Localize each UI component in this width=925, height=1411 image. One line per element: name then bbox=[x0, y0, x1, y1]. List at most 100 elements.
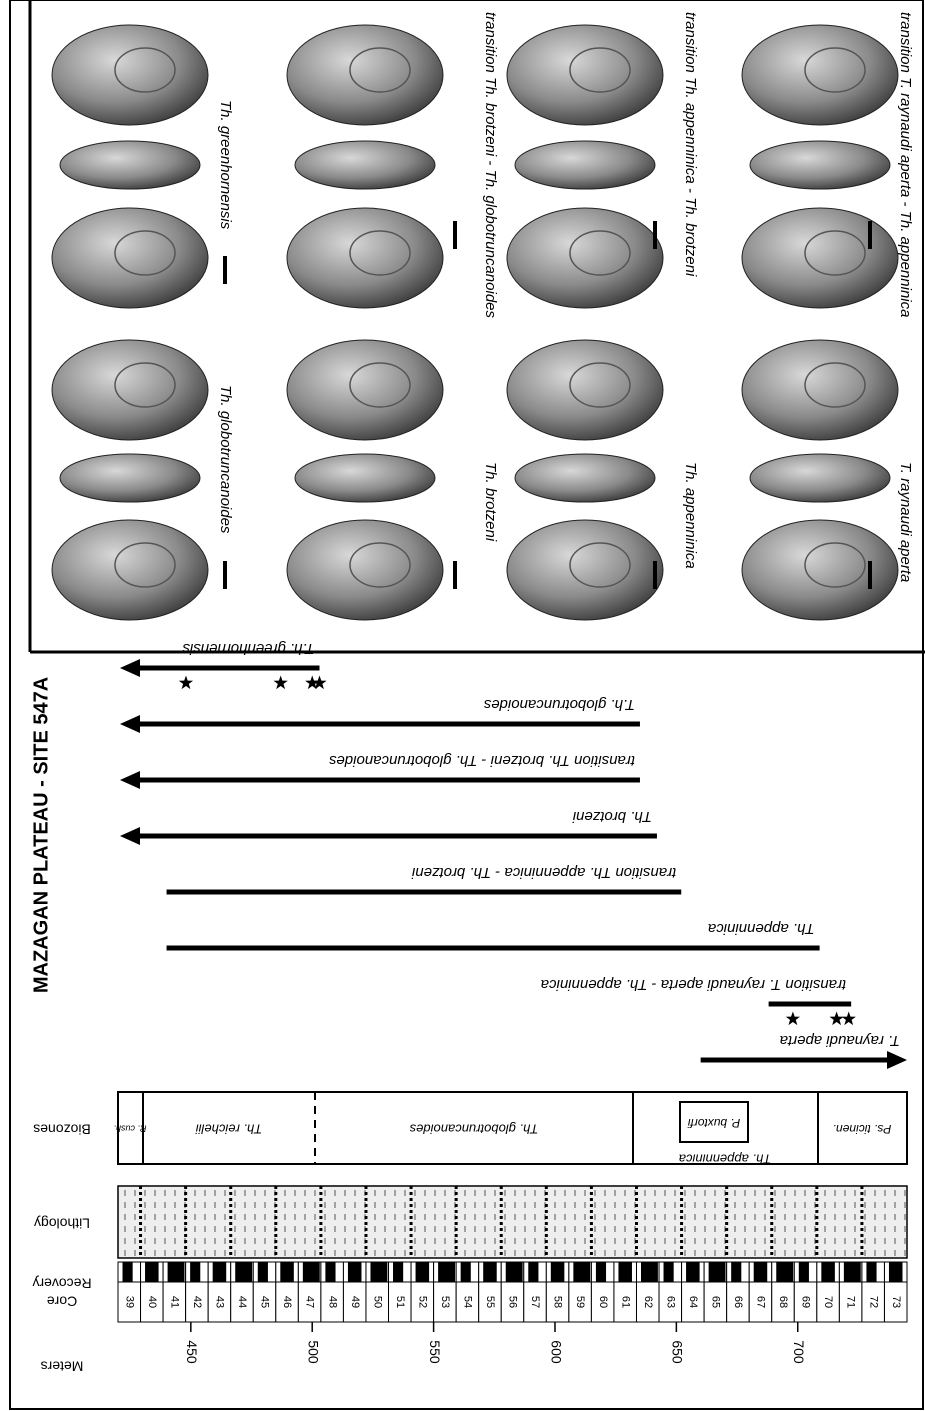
recovery-fill bbox=[731, 1262, 741, 1282]
recovery-fill bbox=[325, 1262, 335, 1282]
recovery-fill bbox=[416, 1262, 430, 1282]
core-number: 41 bbox=[168, 1296, 180, 1308]
core-number: 63 bbox=[664, 1296, 676, 1308]
specimen-image bbox=[60, 454, 200, 502]
recovery-fill bbox=[393, 1262, 403, 1282]
specimen-image bbox=[287, 520, 443, 620]
core-number: 67 bbox=[755, 1296, 767, 1308]
core-number: 43 bbox=[214, 1296, 226, 1308]
depth-tick-label: 550 bbox=[427, 1340, 443, 1364]
core-number: 68 bbox=[777, 1296, 789, 1308]
core-number: 66 bbox=[732, 1296, 744, 1308]
biozone-label: Th. reichelii bbox=[195, 1122, 263, 1137]
specimen-image bbox=[515, 454, 655, 502]
core-number: 40 bbox=[146, 1296, 158, 1308]
depth-tick-label: 600 bbox=[548, 1340, 564, 1364]
plate-label: transition T. raynaudi aperta - Th. appe… bbox=[897, 12, 914, 317]
depth-tick-label: 450 bbox=[184, 1340, 200, 1364]
plate-label: Th. globotruncanoides bbox=[217, 385, 234, 534]
core-number: 64 bbox=[687, 1296, 699, 1308]
range-label: transition T. raynaudi aperta - Th. appe… bbox=[541, 976, 846, 993]
page: MAZAGAN PLATEAU - SITE 547A MetersCoreRe… bbox=[0, 0, 925, 1411]
recovery-fill bbox=[664, 1262, 674, 1282]
recovery-fill bbox=[213, 1262, 227, 1282]
core-number: 47 bbox=[304, 1296, 316, 1308]
plate-label: Th. greenhornensis bbox=[217, 100, 234, 230]
depth-label: Meters bbox=[41, 1358, 84, 1374]
range-label: Th. appenninica bbox=[708, 920, 815, 937]
core-header: Core bbox=[47, 1293, 78, 1309]
core-number: 49 bbox=[349, 1296, 361, 1308]
recovery-fill bbox=[235, 1262, 252, 1282]
recovery-fill bbox=[686, 1262, 700, 1282]
specimen-image bbox=[52, 208, 208, 308]
occurrence-star bbox=[786, 1012, 800, 1026]
recovery-fill bbox=[596, 1262, 606, 1282]
specimen-image bbox=[295, 141, 435, 189]
recovery-fill bbox=[776, 1262, 793, 1282]
title: MAZAGAN PLATEAU - SITE 547A bbox=[30, 677, 52, 993]
plate-label: transition Th. appenninica - Th. brotzen… bbox=[682, 12, 699, 277]
core-number: 39 bbox=[123, 1296, 135, 1308]
range-label: T. raynaudi aperta bbox=[780, 1032, 900, 1049]
biozone-label: Ps. ticinen. bbox=[833, 1122, 892, 1136]
core-number: 55 bbox=[484, 1296, 496, 1308]
recovery-fill bbox=[303, 1262, 320, 1282]
core-number: 69 bbox=[800, 1296, 812, 1308]
specimen-image bbox=[742, 208, 898, 308]
range-arrow bbox=[120, 827, 140, 845]
occurrence-star bbox=[179, 676, 193, 690]
recovery-fill bbox=[438, 1262, 455, 1282]
core-number: 45 bbox=[259, 1296, 271, 1308]
lithology-column bbox=[118, 1186, 907, 1258]
specimen-image bbox=[750, 454, 890, 502]
core-number: 54 bbox=[462, 1296, 474, 1308]
range-label: transition Th. appenninica - Th. brotzen… bbox=[411, 864, 676, 881]
recovery-fill bbox=[641, 1262, 658, 1282]
recovery-fill bbox=[618, 1262, 632, 1282]
recovery-fill bbox=[168, 1262, 185, 1282]
range-label: T.h. greenhornensis bbox=[182, 640, 315, 657]
range-arrow bbox=[120, 771, 140, 789]
specimen-image bbox=[60, 141, 200, 189]
specimen-image bbox=[507, 25, 663, 125]
recovery-fill bbox=[123, 1262, 133, 1282]
specimen-image bbox=[295, 454, 435, 502]
specimen-image bbox=[52, 340, 208, 440]
biozone-label: R. cush. bbox=[113, 1124, 146, 1134]
core-number: 51 bbox=[394, 1296, 406, 1308]
recovery-fill bbox=[506, 1262, 523, 1282]
core-number: 61 bbox=[619, 1296, 631, 1308]
specimen-image bbox=[52, 25, 208, 125]
recovery-fill bbox=[821, 1262, 835, 1282]
core-number: 53 bbox=[439, 1296, 451, 1308]
recovery-fill bbox=[190, 1262, 200, 1282]
recovery-fill bbox=[258, 1262, 268, 1282]
plate-label: Th. appenninica bbox=[682, 462, 699, 569]
specimen-image bbox=[507, 340, 663, 440]
core-number: 73 bbox=[890, 1296, 902, 1308]
core-number: 70 bbox=[822, 1296, 834, 1308]
recovery-fill bbox=[483, 1262, 497, 1282]
core-number: 46 bbox=[281, 1296, 293, 1308]
core-number: 65 bbox=[709, 1296, 721, 1308]
core-number: 59 bbox=[574, 1296, 586, 1308]
recovery-fill bbox=[551, 1262, 565, 1282]
core-number: 71 bbox=[845, 1296, 857, 1308]
core-number: 52 bbox=[416, 1296, 428, 1308]
recovery-fill bbox=[799, 1262, 809, 1282]
core-number: 58 bbox=[552, 1296, 564, 1308]
specimen-image bbox=[507, 208, 663, 308]
specimen-image bbox=[287, 25, 443, 125]
range-arrow bbox=[120, 659, 140, 677]
occurrence-star bbox=[830, 1012, 844, 1026]
recovery-fill bbox=[145, 1262, 159, 1282]
core-number: 50 bbox=[371, 1296, 383, 1308]
depth-tick-label: 700 bbox=[791, 1340, 807, 1364]
recovery-fill bbox=[754, 1262, 768, 1282]
core-number: 44 bbox=[236, 1296, 248, 1308]
recovery-fill bbox=[889, 1262, 903, 1282]
biozone-label: P. buxtorfi bbox=[687, 1116, 740, 1130]
core-number: 57 bbox=[529, 1296, 541, 1308]
specimen-image bbox=[507, 520, 663, 620]
